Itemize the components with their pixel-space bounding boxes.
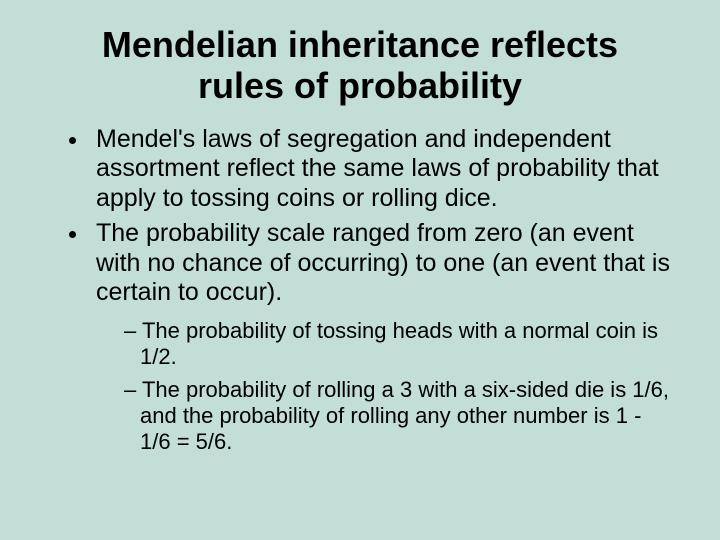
list-item: The probability scale ranged from zero (… bbox=[90, 219, 670, 455]
sub-bullet-list: The probability of tossing heads with a … bbox=[96, 318, 670, 456]
list-item-text: The probability scale ranged from zero (… bbox=[96, 219, 670, 306]
bullet-list: Mendel's laws of segregation and indepen… bbox=[50, 125, 670, 456]
list-item: Mendel's laws of segregation and indepen… bbox=[90, 125, 670, 214]
slide: Mendelian inheritance reflects rules of … bbox=[0, 0, 720, 540]
sub-list-item: The probability of tossing heads with a … bbox=[124, 318, 670, 371]
sub-list-item: The probability of rolling a 3 with a si… bbox=[124, 377, 670, 456]
slide-title: Mendelian inheritance reflects rules of … bbox=[50, 24, 670, 107]
